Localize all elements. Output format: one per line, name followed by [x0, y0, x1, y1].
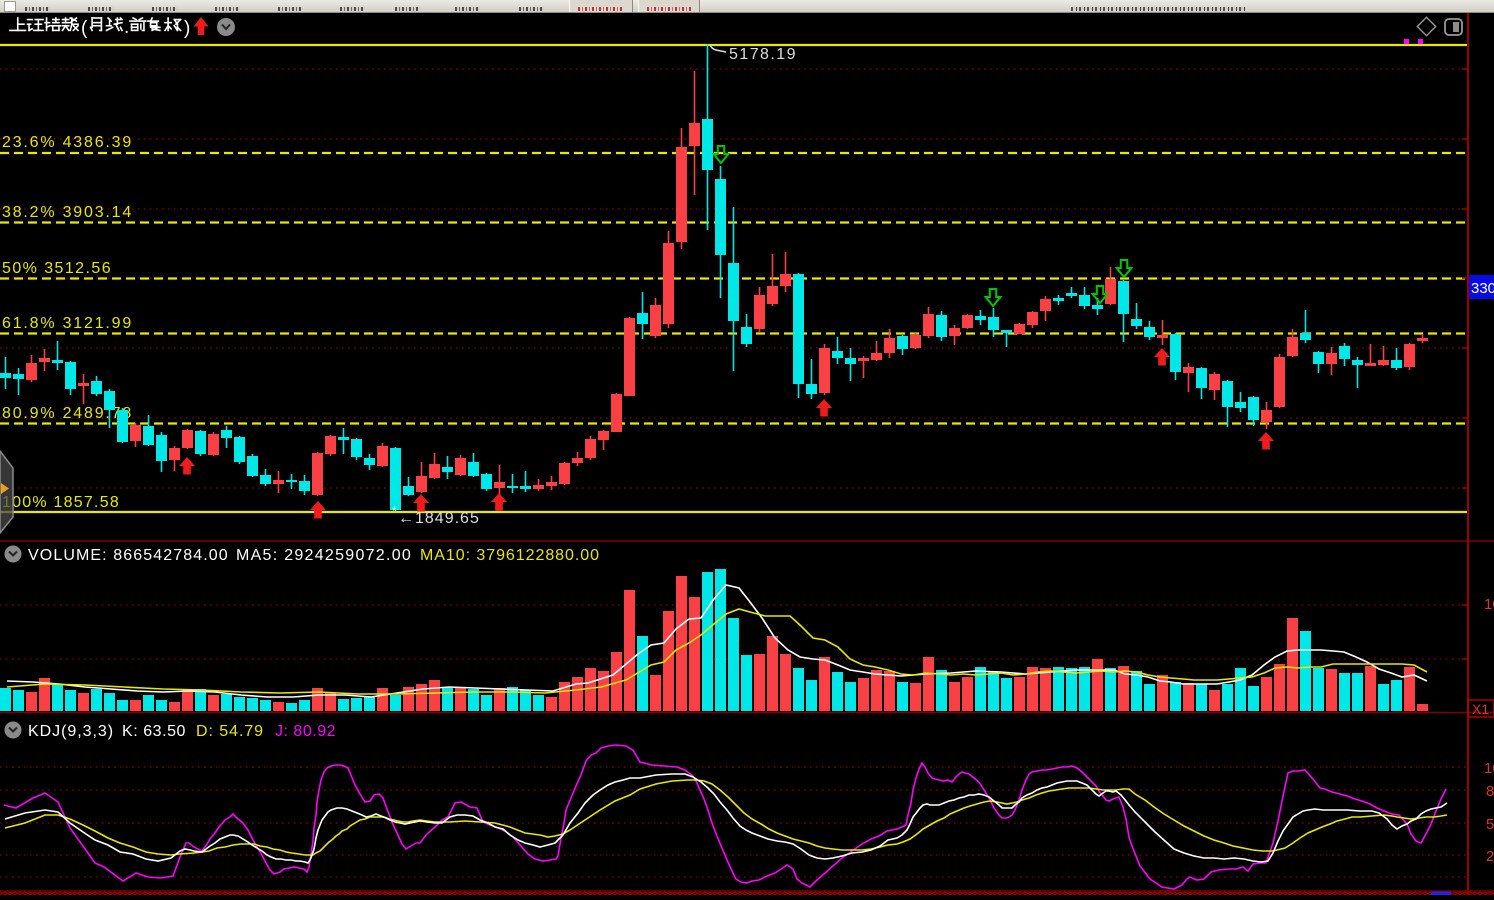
- svg-text:10: 10: [1484, 596, 1494, 613]
- svg-text:*: *: [392, 504, 397, 518]
- svg-text:J: 80.92: J: 80.92: [275, 723, 336, 740]
- svg-text:←1849.65: ←1849.65: [398, 510, 480, 527]
- svg-text:80.9% 2489.78: 80.9% 2489.78: [2, 405, 133, 422]
- svg-text:(: (: [81, 18, 88, 39]
- svg-text:5178.19: 5178.19: [729, 46, 797, 63]
- svg-text:MA5: 2924259072.00: MA5: 2924259072.00: [236, 547, 412, 564]
- svg-text:38.2% 3903.14: 38.2% 3903.14: [2, 204, 133, 221]
- svg-text:50% 3512.56: 50% 3512.56: [2, 260, 112, 277]
- svg-text:100% 1857.58: 100% 1857.58: [2, 494, 120, 511]
- svg-text:.: .: [124, 17, 129, 38]
- svg-text:MA10: 3796122880.00: MA10: 3796122880.00: [420, 547, 600, 564]
- svg-text:100: 100: [1484, 760, 1494, 777]
- svg-text:KDJ(9,3,3): KDJ(9,3,3): [28, 723, 114, 740]
- svg-text:X1: X1: [1472, 701, 1489, 717]
- svg-text:23.6% 4386.39: 23.6% 4386.39: [2, 134, 133, 151]
- svg-text:VOLUME: 866542784.00: VOLUME: 866542784.00: [28, 547, 229, 564]
- svg-text:80: 80: [1486, 783, 1494, 800]
- svg-text:20: 20: [1486, 848, 1494, 865]
- svg-text:D: 54.79: D: 54.79: [196, 723, 264, 740]
- svg-text:330: 330: [1471, 280, 1494, 297]
- svg-text:): ): [184, 18, 190, 39]
- svg-text:50: 50: [1486, 816, 1494, 833]
- svg-text:61.8% 3121.99: 61.8% 3121.99: [2, 315, 133, 332]
- svg-text:K: 63.50: K: 63.50: [122, 723, 186, 740]
